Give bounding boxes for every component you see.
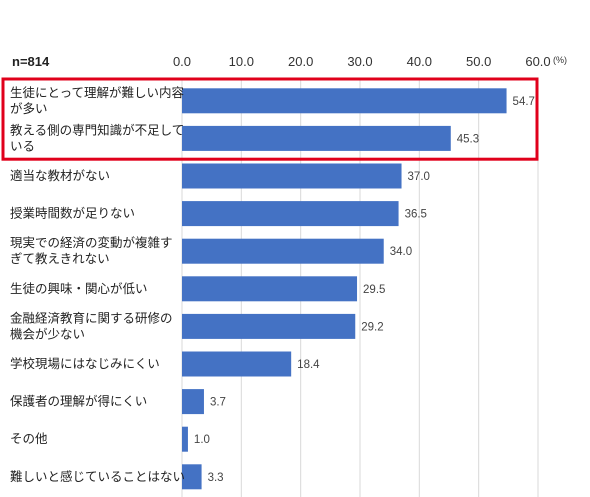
bar (182, 351, 292, 377)
value-label: 36.5 (405, 209, 427, 221)
value-label: 1.0 (194, 434, 210, 446)
unit-label: (%) (553, 55, 567, 65)
value-label: 3.3 (208, 472, 224, 484)
category-label: 生徒にとって理解が難しい内容が多い (10, 85, 184, 116)
x-tick-label: 10.0 (229, 54, 254, 69)
bar (182, 464, 202, 490)
value-label: 54.7 (513, 96, 535, 108)
x-tick-label: 20.0 (288, 54, 313, 69)
category-label: 現実での経済の変動が複雑すぎて教えきれない (10, 235, 173, 266)
value-labels: 54.7 45.3 37.0 36.5 34.0 29.5 29.2 18.4 3.7 1.0 3.… (194, 96, 535, 484)
bar (182, 201, 399, 227)
x-tick-label: 30.0 (347, 54, 372, 69)
category-label: 難しいと感じていることはない (10, 469, 185, 484)
bar (182, 313, 356, 339)
bar (182, 163, 402, 189)
x-tick-label: 60.0 (525, 54, 550, 69)
x-tick-label: 40.0 (407, 54, 432, 69)
value-label: 37.0 (408, 171, 430, 183)
category-label: 学校現場にはなじみにくい (10, 356, 160, 371)
x-tick-label: 0.0 (173, 54, 191, 69)
value-label: 29.2 (361, 321, 383, 333)
value-label: 3.7 (210, 397, 226, 409)
category-label: 金融経済教育に関する研修の機会が少ない (10, 310, 173, 341)
x-axis-ticks: 0.0 10.0 20.0 30.0 40.0 50.0 60.0 (173, 54, 551, 69)
value-label: 45.3 (457, 133, 479, 145)
bar (182, 238, 384, 264)
value-label: 18.4 (297, 359, 320, 371)
bar (182, 276, 358, 302)
category-labels: 生徒にとって理解が難しい内容が多い教える側の専門知識が不足している適当な教材がな… (10, 85, 185, 484)
x-tick-label: 50.0 (466, 54, 491, 69)
bars (182, 88, 507, 490)
category-label: 保護者の理解が得にくい (10, 394, 147, 409)
bar (182, 426, 188, 452)
sample-size-label: n=814 (12, 54, 50, 69)
value-label: 29.5 (363, 284, 385, 296)
highlight-box (1, 77, 539, 161)
value-label: 34.0 (390, 246, 412, 258)
bar (182, 88, 507, 114)
category-label: 生徒の興味・関心が低い (10, 281, 148, 296)
category-label: その他 (10, 432, 48, 446)
category-label: 教える側の専門知識が不足している (10, 122, 184, 153)
bar (182, 389, 204, 415)
category-label: 適当な教材がない (10, 168, 110, 183)
category-label: 授業時間数が足りない (10, 206, 135, 221)
bar (182, 125, 451, 151)
